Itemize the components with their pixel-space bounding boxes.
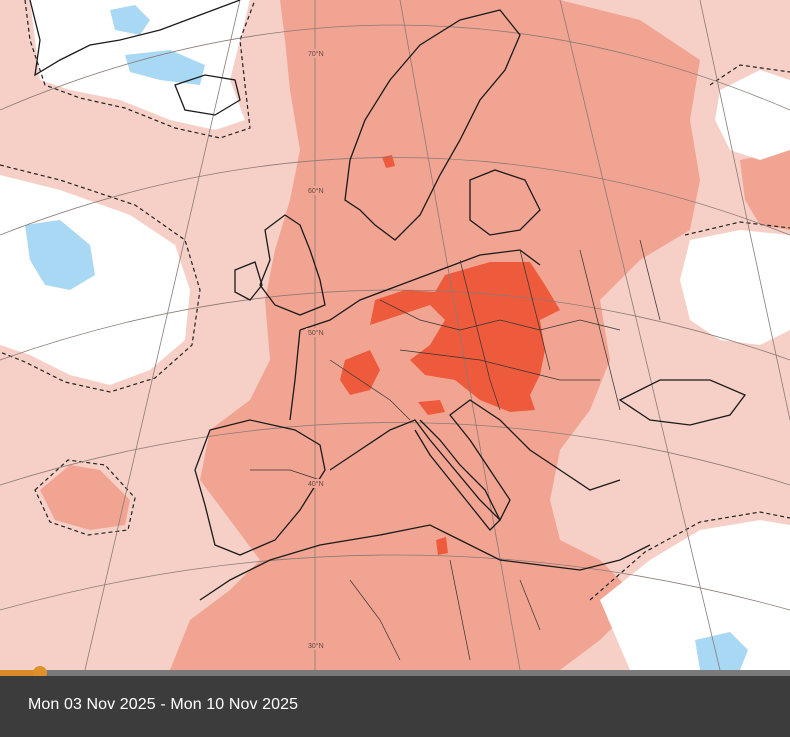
latitude-label-30: 30°N — [308, 642, 324, 650]
no-signal-russia — [715, 70, 790, 160]
strong-anomaly-adriatic — [418, 400, 445, 415]
baltic-coast — [469, 169, 541, 236]
greenland-coast — [29, 0, 241, 77]
moderate-anomaly-region — [170, 0, 700, 670]
black-sea-coast — [618, 379, 747, 426]
iceland-coast — [174, 74, 241, 116]
cold-anomaly-greenland — [110, 5, 150, 35]
moderate-anomaly-atlantic — [40, 465, 130, 530]
latitude-label-60: 60°N — [308, 187, 324, 195]
latitude-labels: 70°N 60°N 50°N 40°N 30°N — [306, 49, 324, 650]
cold-anomaly-southeast — [695, 632, 748, 670]
moderate-anomaly-east — [740, 150, 790, 230]
cold-anomaly-atlantic — [25, 220, 95, 290]
iberia-coast — [194, 419, 326, 556]
coastlines — [29, 0, 747, 601]
latitude-label-40: 40°N — [308, 480, 324, 488]
no-signal-southeast — [600, 520, 790, 670]
strong-anomaly-central-europe — [370, 262, 560, 412]
map-canvas: 70°N 60°N 50°N 40°N 30°N — [0, 0, 790, 670]
no-signal-east — [680, 230, 790, 345]
continental-coast — [289, 249, 621, 522]
forecast-date-range: Mon 03 Nov 2025 - Mon 10 Nov 2025 — [28, 696, 299, 713]
latitude-label-70: 70°N — [308, 50, 324, 58]
scandinavia-coast — [344, 9, 521, 241]
strong-anomaly-france — [340, 350, 380, 395]
significance-contours — [0, 0, 790, 601]
italy-coast — [414, 419, 501, 531]
strong-anomaly-scandinavia — [382, 155, 395, 168]
caption-bar: Mon 03 Nov 2025 - Mon 10 Nov 2025 — [0, 676, 790, 737]
temperature-anomaly-map: 70°N 60°N 50°N 40°N 30°N — [0, 0, 790, 670]
country-borders — [250, 239, 661, 661]
latitude-label-50: 50°N — [308, 329, 324, 337]
timeline-slider-fill — [0, 670, 40, 676]
uk-coast — [259, 214, 326, 316]
ireland-coast — [234, 261, 263, 301]
strong-anomaly-tunisia — [436, 537, 448, 555]
north-africa-coast — [199, 524, 651, 601]
